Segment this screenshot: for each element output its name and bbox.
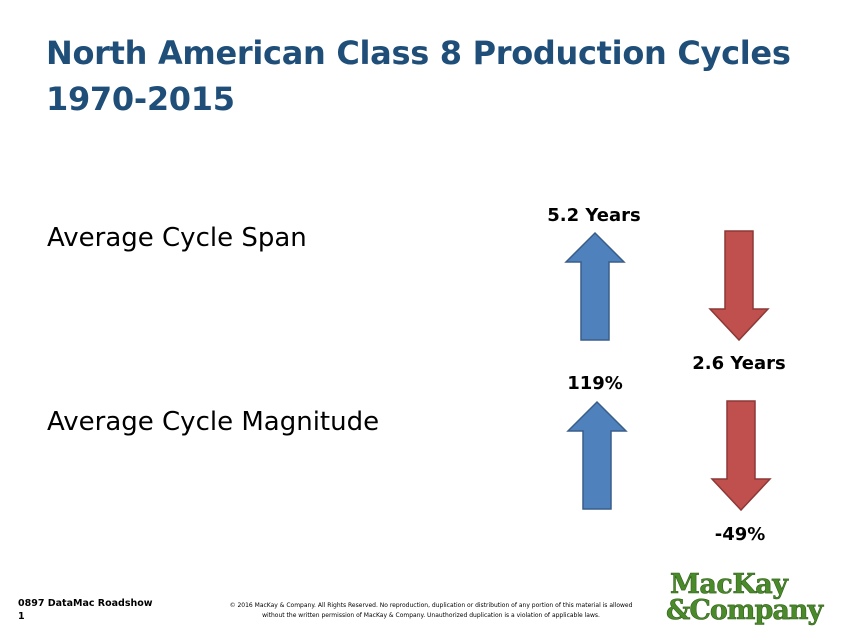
copyright-line-1: © 2016 MacKay & Company. All Rights Rese… [229,602,633,609]
mackay-company-logo: MacKay &Company [666,569,826,627]
magnitude-arrow-down-icon [710,400,772,512]
span-arrow-down-icon [708,230,770,342]
logo-line-2: &Company [666,595,824,626]
magnitude-down-value: -49% [714,524,766,545]
average-cycle-span-label: Average Cycle Span [47,223,307,253]
slide-footer-id: 0897 DataMac Roadshow 1 [18,597,153,623]
magnitude-arrow-up-icon [566,400,628,510]
logo-line-1: MacKay [670,569,789,600]
span-down-value: 2.6 Years [692,353,786,374]
title-line-1: North American Class 8 Production Cycles [46,34,791,72]
magnitude-up-value: 119% [567,373,623,394]
page-number: 1 [18,611,25,622]
slide-title: North American Class 8 Production Cycles… [46,30,826,122]
deck-id: 0897 DataMac Roadshow [18,598,153,609]
span-up-value: 5.2 Years [547,205,641,226]
average-cycle-magnitude-label: Average Cycle Magnitude [47,407,380,437]
span-arrow-up-icon [564,231,626,341]
copyright-notice: © 2016 MacKay & Company. All Rights Rese… [186,601,676,621]
copyright-line-2: without the written permission of MacKay… [262,612,600,619]
title-line-2: 1970-2015 [46,80,235,118]
